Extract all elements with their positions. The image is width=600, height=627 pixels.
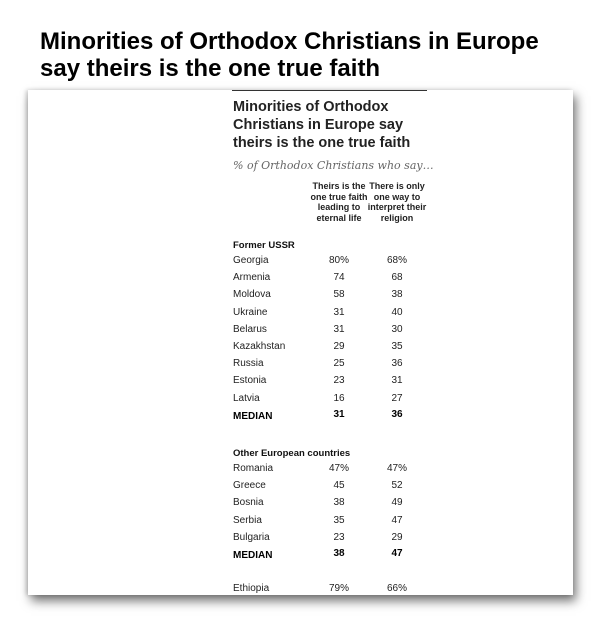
row-country: Ukraine xyxy=(233,306,268,318)
cell-one-way-interpret: 49 xyxy=(391,497,403,509)
page-title: Minorities of Orthodox Christians in Eur… xyxy=(40,28,539,82)
cell-one-true-faith: 35 xyxy=(333,514,345,526)
median-one-true-faith: 31 xyxy=(333,408,345,420)
cell-one-way-interpret: 52 xyxy=(391,480,403,492)
chart-card xyxy=(28,90,573,595)
row-country: Bulgaria xyxy=(233,531,270,543)
row-country: Ethiopia xyxy=(233,583,270,594)
row-country: Kazakhstan xyxy=(233,341,286,352)
row-country: Georgia xyxy=(233,255,269,266)
cell-one-way-interpret: 38 xyxy=(391,289,403,301)
row-country: Serbia xyxy=(233,514,262,526)
cell-one-way-interpret: 68 xyxy=(391,272,403,284)
column-header-one-way-interpret: There is only one way to interpret their… xyxy=(367,181,427,223)
row-country: Estonia xyxy=(233,375,267,387)
cell-one-way-interpret: 66% xyxy=(386,583,407,594)
row-country: Russia xyxy=(233,358,264,370)
cell-one-true-faith: 58 xyxy=(333,289,345,301)
cell-one-true-faith: 16 xyxy=(333,392,345,404)
cell-one-way-interpret: 31 xyxy=(391,375,403,387)
median-one-true-faith: 38 xyxy=(333,548,345,559)
cell-one-true-faith: 80% xyxy=(328,255,349,266)
cell-one-true-faith: 29 xyxy=(333,341,345,352)
cell-one-way-interpret: 29 xyxy=(391,531,403,543)
row-country: Moldova xyxy=(233,289,271,301)
cell-one-true-faith: 23 xyxy=(333,375,345,387)
section-label: Other European countries xyxy=(233,448,351,459)
cell-one-way-interpret: 30 xyxy=(391,323,403,335)
row-country: Belarus xyxy=(233,323,267,335)
title-rule xyxy=(232,90,427,91)
row-country: Latvia xyxy=(233,392,260,404)
cell-one-way-interpret: 27 xyxy=(391,392,403,404)
cell-one-true-faith: 79% xyxy=(328,583,349,594)
median-label: MEDIAN xyxy=(233,550,273,561)
cell-one-true-faith: 31 xyxy=(333,306,345,318)
cell-one-way-interpret: 40 xyxy=(391,306,403,318)
cell-one-way-interpret: 68% xyxy=(386,255,407,266)
cell-one-true-faith: 25 xyxy=(333,358,345,370)
cell-one-true-faith: 45 xyxy=(333,480,345,492)
row-country: Romania xyxy=(233,463,274,474)
cell-one-true-faith: 38 xyxy=(333,497,345,509)
row-country: Armenia xyxy=(233,272,271,284)
median-one-way-interpret: 36 xyxy=(391,408,403,420)
cell-one-true-faith: 47% xyxy=(328,463,349,474)
column-header-one-true-faith: Theirs is the one true faith leading to … xyxy=(310,181,368,223)
median-one-way-interpret: 47 xyxy=(391,548,403,559)
cell-one-way-interpret: 35 xyxy=(391,341,403,352)
cell-one-true-faith: 74 xyxy=(333,272,345,284)
cell-one-way-interpret: 36 xyxy=(391,358,403,370)
cell-one-way-interpret: 47 xyxy=(391,514,403,526)
median-label: MEDIAN xyxy=(233,410,273,422)
chart-subtitle: % of Orthodox Christians who say… xyxy=(233,159,434,172)
chart-title: Minorities of Orthodox Christians in Eur… xyxy=(233,99,411,151)
cell-one-true-faith: 31 xyxy=(333,323,345,335)
section-label: Former USSR xyxy=(233,240,295,251)
cell-one-true-faith: 23 xyxy=(333,531,345,543)
row-country: Bosnia xyxy=(233,497,264,509)
cell-one-way-interpret: 47% xyxy=(386,463,407,474)
row-country: Greece xyxy=(233,480,266,492)
